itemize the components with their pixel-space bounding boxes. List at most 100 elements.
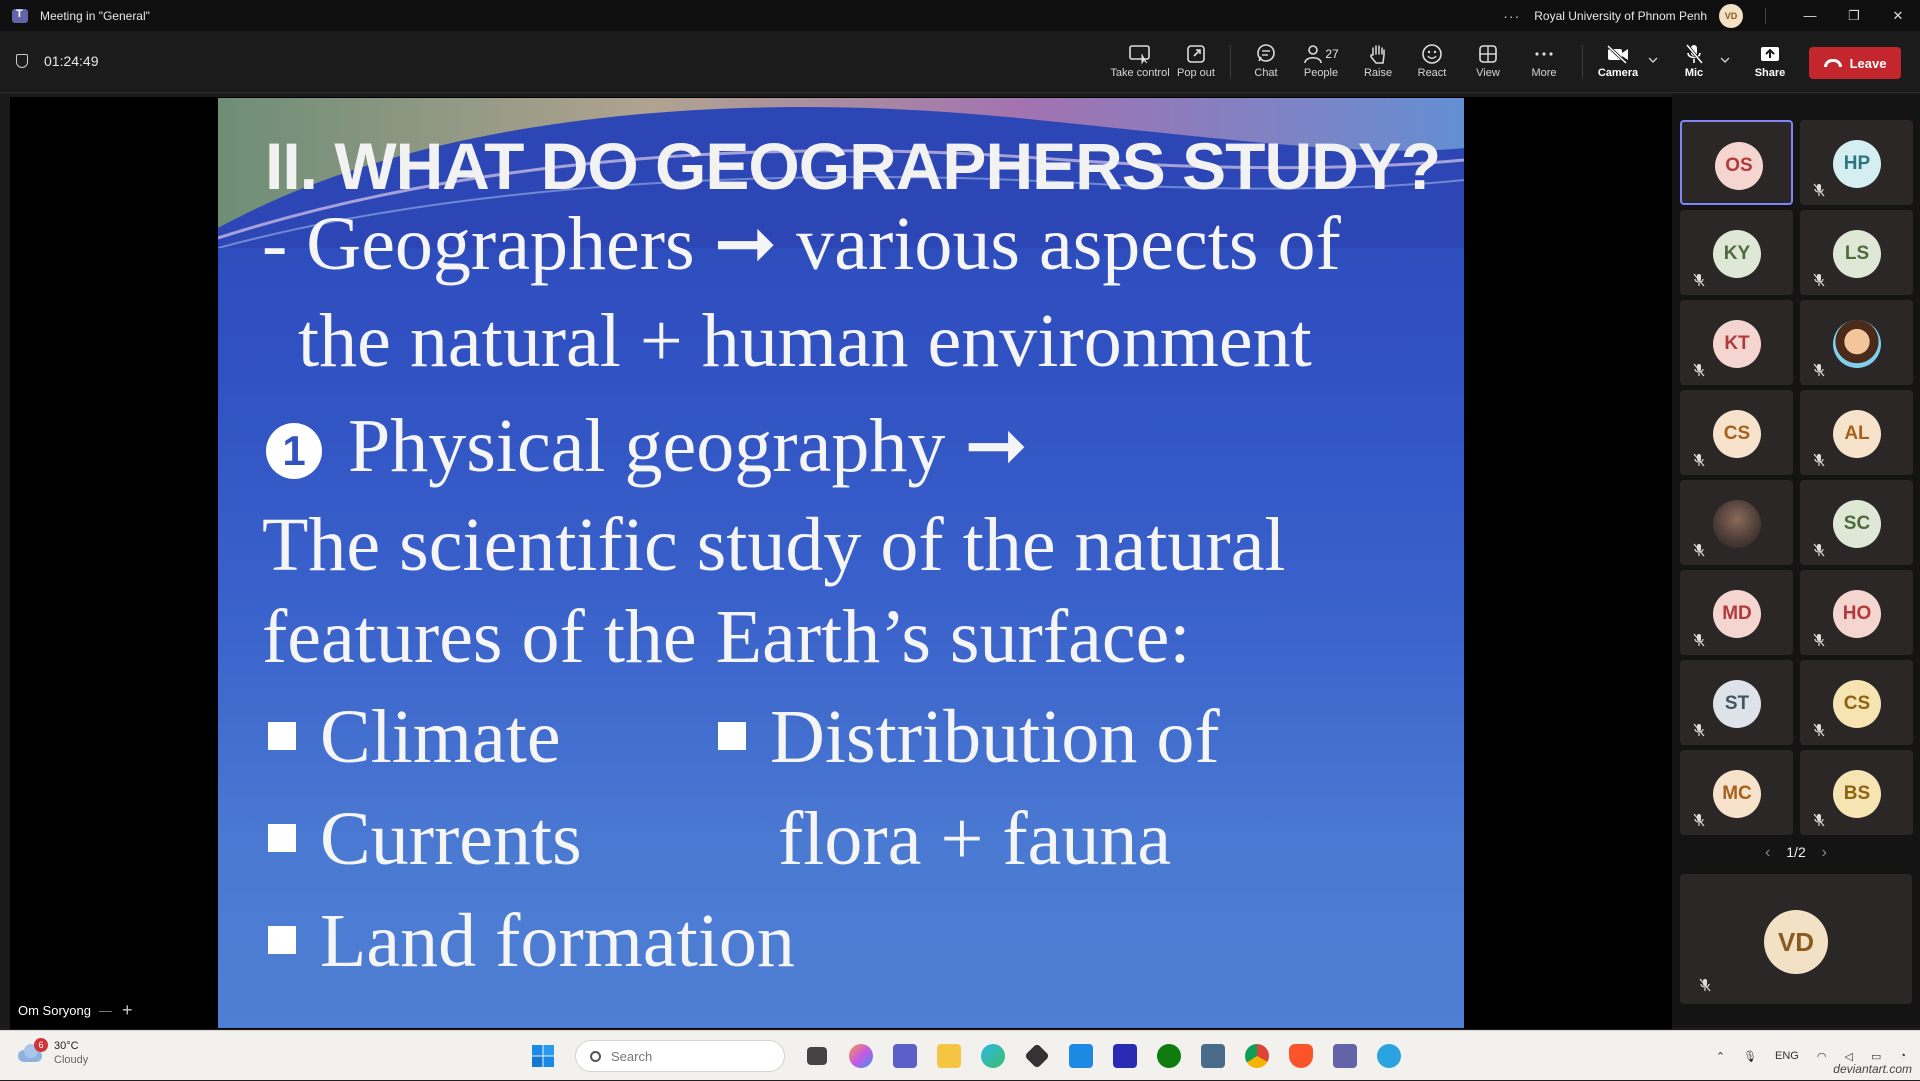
participant-tile[interactable]: AL — [1800, 390, 1913, 475]
taskbar-apps: Search — [525, 1038, 1415, 1074]
participant-avatar — [1713, 500, 1761, 548]
participant-tile[interactable]: OS — [1680, 120, 1793, 205]
slide-decoration — [218, 98, 1464, 248]
participant-tile[interactable]: HP — [1800, 120, 1913, 205]
share-icon — [1759, 41, 1781, 67]
people-button[interactable]: 27 People — [1298, 41, 1344, 85]
participant-avatar: HO — [1833, 590, 1881, 638]
participant-tile[interactable]: BS — [1800, 750, 1913, 835]
view-button[interactable]: View — [1468, 41, 1508, 85]
bullet-square-icon — [268, 722, 296, 750]
taskbar-search[interactable]: Search — [575, 1040, 785, 1072]
participant-avatar: KY — [1713, 230, 1761, 278]
mic-muted-icon — [1693, 633, 1705, 647]
mic-button[interactable]: Mic — [1674, 41, 1714, 85]
organization-name[interactable]: Royal University of Phnom Penh — [1534, 8, 1707, 23]
share-button[interactable]: Share — [1748, 41, 1792, 85]
battery-icon[interactable]: ▭ — [1870, 1050, 1882, 1063]
participant-tile[interactable]: MD — [1680, 570, 1793, 655]
notifications-bell-icon[interactable]: ◔ — [1899, 1050, 1906, 1062]
participant-avatar: LS — [1833, 230, 1881, 278]
title-bar: Meeting in "General" ··· Royal Universit… — [0, 0, 1920, 31]
watermark: deviantart.com — [1833, 1062, 1912, 1076]
participant-tile[interactable]: HO — [1800, 570, 1913, 655]
meeting-timer: 01:24:49 — [16, 53, 99, 69]
weather-condition: Cloudy — [54, 1054, 89, 1066]
notification-badge: 6 — [34, 1038, 48, 1052]
close-button[interactable]: ✕ — [1892, 7, 1904, 23]
camera-button[interactable]: Camera — [1596, 41, 1640, 85]
telegram-icon[interactable] — [1371, 1038, 1407, 1074]
windows-taskbar: 6 30°C Cloudy Search ⌃ 🎙 ENG ◠ — [0, 1030, 1920, 1080]
ellipsis-icon — [1534, 41, 1554, 67]
leave-button[interactable]: Leave — [1809, 47, 1901, 79]
pop-out-button[interactable]: Pop out — [1172, 41, 1220, 85]
participant-tile[interactable]: KT — [1680, 300, 1793, 385]
app-icon[interactable] — [1107, 1038, 1143, 1074]
participant-tile[interactable] — [1680, 480, 1793, 565]
react-button[interactable]: React — [1412, 41, 1452, 85]
camera-off-icon — [1606, 41, 1630, 67]
chrome-icon[interactable] — [1239, 1038, 1275, 1074]
presentation-slide: II. WHAT DO GEOGRAPHERS STUDY? - Geograp… — [218, 98, 1464, 1028]
self-video-tile[interactable]: VD — [1680, 874, 1912, 1004]
account-avatar[interactable]: VD — [1719, 3, 1743, 28]
teams-icon[interactable] — [1327, 1038, 1363, 1074]
restore-button[interactable]: ❐ — [1848, 7, 1860, 23]
self-avatar: VD — [1764, 910, 1828, 974]
bullet-text: Currents — [320, 797, 582, 881]
edge-icon[interactable] — [975, 1038, 1011, 1074]
minimize-button[interactable]: — — [1803, 8, 1817, 23]
participant-avatar: ST — [1713, 680, 1761, 728]
divider — [1765, 7, 1766, 24]
weather-widget[interactable]: 6 30°C Cloudy — [16, 1038, 89, 1067]
participant-avatar: KT — [1713, 320, 1761, 368]
mic-options-chevron-icon[interactable] — [1720, 55, 1730, 65]
mic-muted-icon — [1693, 723, 1705, 737]
wifi-icon[interactable]: ◠ — [1816, 1050, 1827, 1063]
previous-page-icon[interactable]: ‹ — [1765, 844, 1771, 861]
participant-tile[interactable]: CS — [1680, 390, 1793, 475]
windows-start-icon[interactable] — [525, 1038, 561, 1074]
bullet-item: Climate — [268, 694, 561, 781]
mic-icon[interactable]: 🎙 — [1743, 1050, 1758, 1063]
next-page-icon[interactable]: › — [1821, 844, 1827, 861]
participant-tile[interactable]: LS — [1800, 210, 1913, 295]
xbox-icon[interactable] — [1151, 1038, 1187, 1074]
participant-tile[interactable] — [1800, 300, 1913, 385]
bullet-text: Land formation — [320, 899, 795, 983]
slide-title: II. WHAT DO GEOGRAPHERS STUDY? — [265, 129, 1441, 203]
copilot-icon[interactable] — [843, 1038, 879, 1074]
participant-avatar: BS — [1833, 770, 1881, 818]
people-icon: 27 — [1303, 41, 1339, 67]
chevron-up-icon[interactable]: ⌃ — [1715, 1050, 1726, 1063]
participant-tile[interactable]: ST — [1680, 660, 1793, 745]
participant-tile[interactable]: CS — [1800, 660, 1913, 745]
task-view-icon[interactable] — [799, 1038, 835, 1074]
add-icon[interactable]: + — [121, 1000, 133, 1020]
slide-line: The scientific study of the natural — [262, 503, 1286, 587]
participant-avatar: MC — [1713, 770, 1761, 818]
slide-line: - Geographers ➞ various aspects of — [262, 202, 1341, 286]
raise-label: Raise — [1363, 67, 1393, 79]
separator: — — [98, 1003, 112, 1018]
chat-button[interactable]: Chat — [1246, 41, 1286, 85]
hand-icon — [1368, 41, 1388, 67]
brave-icon[interactable] — [1283, 1038, 1319, 1074]
app-icon[interactable] — [1019, 1038, 1055, 1074]
store-icon[interactable] — [1063, 1038, 1099, 1074]
participant-tile[interactable]: SC — [1800, 480, 1913, 565]
participant-tile[interactable]: KY — [1680, 210, 1793, 295]
camera-label: Camera — [1597, 67, 1639, 79]
participant-tile[interactable]: MC — [1680, 750, 1793, 835]
volume-icon[interactable]: ◁ — [1844, 1050, 1853, 1063]
raise-hand-button[interactable]: Raise — [1358, 41, 1398, 85]
file-explorer-icon[interactable] — [931, 1038, 967, 1074]
teams-icon[interactable] — [887, 1038, 923, 1074]
more-options-icon[interactable]: ··· — [1503, 7, 1521, 24]
take-control-button[interactable]: Take control — [1108, 41, 1172, 85]
app-icon[interactable] — [1195, 1038, 1231, 1074]
more-button[interactable]: More — [1524, 41, 1564, 85]
language-indicator[interactable]: ENG — [1775, 1050, 1799, 1062]
camera-options-chevron-icon[interactable] — [1648, 55, 1658, 65]
